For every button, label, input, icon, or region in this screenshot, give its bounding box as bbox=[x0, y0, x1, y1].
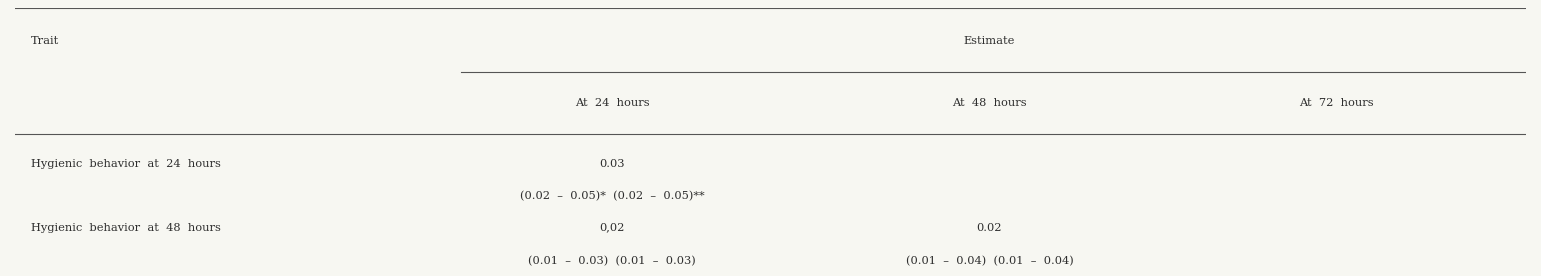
Text: Estimate: Estimate bbox=[963, 36, 1016, 46]
Text: At  72  hours: At 72 hours bbox=[1299, 98, 1375, 108]
Text: (0.01  –  0.03)  (0.01  –  0.03): (0.01 – 0.03) (0.01 – 0.03) bbox=[529, 256, 697, 266]
Text: Trait: Trait bbox=[31, 36, 59, 46]
Text: At  48  hours: At 48 hours bbox=[952, 98, 1026, 108]
Text: Hygienic  behavior  at  24  hours: Hygienic behavior at 24 hours bbox=[31, 159, 220, 169]
Text: Hygienic  behavior  at  48  hours: Hygienic behavior at 48 hours bbox=[31, 222, 220, 232]
Text: 0.03: 0.03 bbox=[599, 159, 624, 169]
Text: (0.01  –  0.04)  (0.01  –  0.04): (0.01 – 0.04) (0.01 – 0.04) bbox=[906, 256, 1074, 266]
Text: 0,02: 0,02 bbox=[599, 222, 624, 232]
Text: (0.02  –  0.05)*  (0.02  –  0.05)**: (0.02 – 0.05)* (0.02 – 0.05)** bbox=[519, 191, 704, 201]
Text: 0.02: 0.02 bbox=[977, 222, 1002, 232]
Text: At  24  hours: At 24 hours bbox=[575, 98, 649, 108]
